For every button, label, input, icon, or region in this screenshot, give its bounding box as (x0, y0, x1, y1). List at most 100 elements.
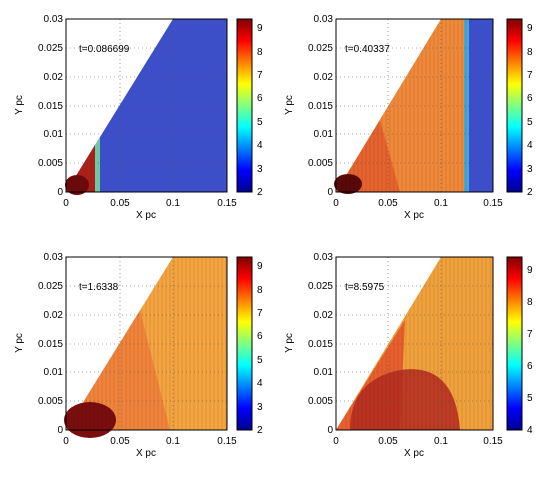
y-tick-label: 0.025 (38, 43, 63, 54)
y-tick-label: 0.02 (44, 72, 64, 83)
colorbar-tick-label: 3 (527, 164, 533, 175)
y-tick-label: 0.005 (38, 396, 63, 407)
colorbar-tick-label: 9 (257, 261, 263, 272)
colorbar-tick-label: 7 (527, 329, 533, 340)
x-axis-label: X pc (404, 448, 424, 459)
x-axis-label: X pc (136, 210, 156, 221)
y-tick-labels: 0 0.005 0.01 0.015 0.02 0.025 0.03 (38, 14, 63, 198)
x-axis-label: X pc (404, 210, 424, 221)
colorbar: 2 3 4 5 6 7 8 9 (506, 18, 533, 198)
panel-4: t=8.5975 0 0.05 0.1 0.15 0 0.005 0.01 0.… (284, 252, 533, 459)
x-tick-label: 0.15 (217, 436, 237, 447)
colorbar-tick-label: 2 (257, 425, 263, 436)
y-tick-label: 0.01 (314, 367, 334, 378)
y-tick-label: 0.005 (38, 158, 63, 169)
colorbar-tick-label: 6 (527, 361, 533, 372)
grid (336, 257, 493, 430)
y-tick-label: 0 (327, 425, 333, 436)
x-tick-label: 0 (333, 436, 339, 447)
y-tick-label: 0 (57, 425, 63, 436)
x-tick-label: 0.1 (434, 198, 448, 209)
heatmap-field (64, 257, 227, 438)
colorbar-tick-label: 8 (257, 47, 263, 58)
colorbar-tick-label: 3 (257, 164, 263, 175)
y-tick-label: 0.025 (308, 281, 333, 292)
x-tick-label: 0 (333, 198, 339, 209)
x-tick-label: 0.05 (378, 198, 398, 209)
y-tick-label: 0.015 (308, 101, 333, 112)
y-axis-label: Y pc (14, 333, 25, 353)
x-tick-labels: 0 0.05 0.1 0.15 (63, 198, 237, 209)
time-annotation: t=0.086699 (79, 44, 130, 55)
colorbar-tick-label: 9 (527, 23, 533, 34)
x-tick-label: 0.15 (217, 198, 237, 209)
colorbar-tick-label: 4 (257, 140, 263, 151)
colorbar-tick-label: 4 (527, 140, 533, 151)
x-tick-label: 0.1 (166, 198, 180, 209)
y-tick-labels: 0 0.005 0.01 0.015 0.02 0.025 0.03 (308, 252, 333, 436)
time-annotation: t=8.5975 (345, 282, 385, 293)
y-tick-label: 0.015 (38, 339, 63, 350)
colorbar-ramp (236, 18, 253, 193)
y-tick-label: 0.025 (38, 281, 63, 292)
colorbar-ramp (506, 18, 523, 193)
x-tick-label: 0.1 (166, 436, 180, 447)
y-tick-label: 0.015 (38, 101, 63, 112)
y-tick-label: 0.02 (44, 310, 64, 321)
x-tick-labels: 0 0.05 0.1 0.15 (63, 436, 237, 447)
colorbar-tick-label: 7 (257, 70, 263, 81)
axes-frame (335, 256, 494, 431)
heatmap-field (336, 257, 493, 430)
y-tick-label: 0.015 (308, 339, 333, 350)
panel-3: t=1.6338 0 0.05 0.1 0.15 0 0.005 0.01 0.… (14, 252, 263, 459)
y-tick-labels: 0 0.005 0.01 0.015 0.02 0.025 0.03 (38, 252, 63, 436)
colorbar-tick-label: 9 (257, 23, 263, 34)
colorbar-ramp (236, 256, 253, 431)
colorbar-tick-label: 3 (257, 402, 263, 413)
x-tick-label: 0.05 (110, 198, 130, 209)
y-tick-label: 0.005 (308, 158, 333, 169)
y-tick-label: 0 (57, 187, 63, 198)
y-axis-label: Y pc (284, 95, 295, 115)
heatmap-field (334, 19, 493, 194)
colorbar-tick-label: 2 (527, 187, 533, 198)
colorbar-tick-label: 8 (257, 285, 263, 296)
colorbar-tick-label: 6 (257, 93, 263, 104)
y-tick-label: 0.01 (44, 129, 64, 140)
grid (66, 19, 227, 192)
y-tick-label: 0.03 (314, 14, 334, 25)
x-tick-labels: 0 0.05 0.1 0.15 (333, 436, 503, 447)
colorbar-tick-label: 7 (257, 308, 263, 319)
grid (336, 19, 493, 192)
colorbar-tick-label: 8 (527, 47, 533, 58)
colorbar-tick-label: 4 (257, 378, 263, 389)
axes-frame (65, 18, 228, 193)
x-tick-label: 0.1 (434, 436, 448, 447)
colorbar-tick-label: 7 (527, 70, 533, 81)
y-axis-label: Y pc (284, 333, 295, 353)
x-tick-label: 0 (63, 198, 69, 209)
colorbar-tick-label: 5 (257, 355, 263, 366)
y-tick-labels: 0 0.005 0.01 0.015 0.02 0.025 0.03 (308, 14, 333, 198)
y-tick-label: 0 (327, 187, 333, 198)
time-annotation: t=0.40337 (345, 44, 390, 55)
colorbar-tick-label: 2 (257, 187, 263, 198)
y-tick-label: 0.005 (308, 396, 333, 407)
y-tick-label: 0.02 (314, 72, 334, 83)
x-tick-labels: 0 0.05 0.1 0.15 (333, 198, 503, 209)
x-tick-label: 0 (63, 436, 69, 447)
colorbar-tick-label: 4 (527, 425, 533, 436)
axes-frame (335, 18, 494, 193)
hot-core (65, 175, 89, 195)
colorbar-tick-label: 6 (527, 93, 533, 104)
colorbar-tick-label: 5 (527, 117, 533, 128)
colorbar: 4 5 6 7 8 9 (506, 256, 533, 436)
y-tick-label: 0.03 (314, 252, 334, 263)
panel-1: t=0.086699 0 0.05 0.1 0.15 0 0.005 0.01 … (14, 14, 263, 221)
colorbar-tick-label: 9 (527, 265, 533, 276)
y-axis-label: Y pc (14, 95, 25, 115)
colorbar-tick-label: 8 (527, 297, 533, 308)
colorbar-tick-label: 5 (527, 393, 533, 404)
heatmap-field (65, 19, 227, 195)
